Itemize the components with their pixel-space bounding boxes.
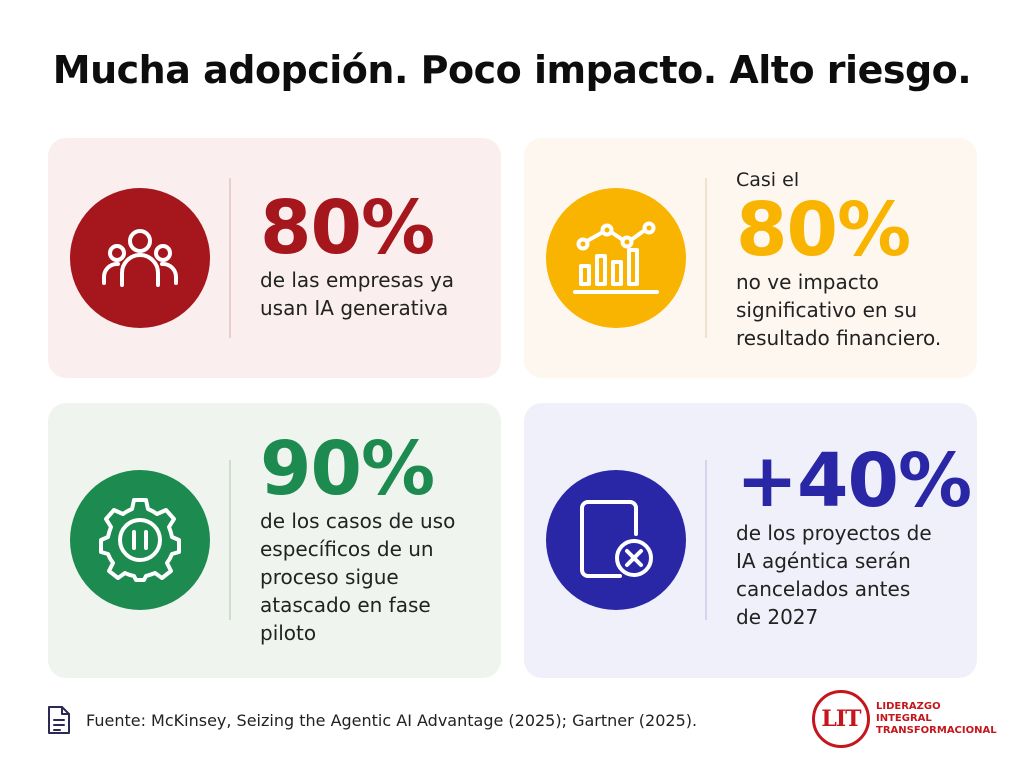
card-divider <box>705 178 707 338</box>
stat-card-pilot: 90% de los casos de uso específicos de u… <box>48 403 501 678</box>
desc-line: de los proyectos de <box>736 521 932 545</box>
page-title: Mucha adopción. Poco impacto. Alto riesg… <box>52 48 972 92</box>
stat-text: +40% de los proyectos de IA agéntica ser… <box>736 438 972 631</box>
document-icon <box>48 706 70 734</box>
people-icon <box>101 229 179 287</box>
desc-line: de los casos de uso <box>260 509 456 533</box>
desc-line: usan IA generativa <box>260 296 449 320</box>
logo-line: INTEGRAL <box>876 713 932 724</box>
desc-line: de las empresas ya <box>260 268 455 292</box>
desc-line: atascado en fase <box>260 593 431 617</box>
stat-description: no ve impacto significativo en su result… <box>736 268 963 352</box>
desc-line: resultado financiero. <box>736 326 942 350</box>
desc-line: piloto <box>260 621 317 645</box>
card-divider <box>229 178 231 338</box>
stat-value: +40% <box>736 438 972 524</box>
stat-description: de los casos de uso específicos de un pr… <box>260 507 487 647</box>
desc-line: específicos de un <box>260 537 434 561</box>
stat-card-cancelled: +40% de los proyectos de IA agéntica ser… <box>524 403 977 678</box>
card-divider <box>229 460 231 620</box>
stat-prefix: Casi el <box>736 169 800 191</box>
logo-mark: LIT <box>812 690 870 748</box>
chart-icon <box>573 221 659 294</box>
stat-value: 80% <box>736 187 911 273</box>
source-footer: Fuente: McKinsey, Seizing the Agentic AI… <box>46 704 697 736</box>
stat-value: 90% <box>260 426 435 512</box>
stat-text: Casi el 80% no ve impacto significativo … <box>736 168 963 352</box>
brand-logo: LIT LIDERAZGO INTEGRAL TRANSFORMACIONAL <box>812 690 997 748</box>
cancel-document-icon <box>580 500 653 578</box>
stat-description: de los proyectos de IA agéntica serán ca… <box>736 519 963 631</box>
logo-line: TRANSFORMACIONAL <box>876 725 997 736</box>
stat-text: 90% de los casos de uso específicos de u… <box>260 431 487 647</box>
desc-line: no ve impacto <box>736 270 879 294</box>
stat-description: de las empresas ya usan IA generativa <box>260 266 487 322</box>
stat-card-impact: Casi el 80% no ve impacto significativo … <box>524 138 977 378</box>
stat-card-adoption: 80% de las empresas ya usan IA generativ… <box>48 138 501 378</box>
desc-line: cancelados antes <box>736 577 911 601</box>
source-text: Fuente: McKinsey, Seizing the Agentic AI… <box>86 710 698 730</box>
stat-icon-circle <box>70 188 210 328</box>
desc-line: IA agéntica serán <box>736 549 911 573</box>
desc-line: proceso sigue <box>260 565 399 589</box>
logo-line: LIDERAZGO <box>876 701 941 712</box>
desc-line: de 2027 <box>736 605 819 629</box>
stat-icon-circle <box>70 470 210 610</box>
stat-text: 80% de las empresas ya usan IA generativ… <box>260 190 487 322</box>
logo-wordmark: LIDERAZGO INTEGRAL TRANSFORMACIONAL <box>876 701 997 737</box>
desc-line: significativo en su <box>736 298 918 322</box>
stat-value: 80% <box>260 185 435 271</box>
gear-pause-icon <box>99 498 181 582</box>
stat-icon-circle <box>546 188 686 328</box>
stat-icon-circle <box>546 470 686 610</box>
card-divider <box>705 460 707 620</box>
